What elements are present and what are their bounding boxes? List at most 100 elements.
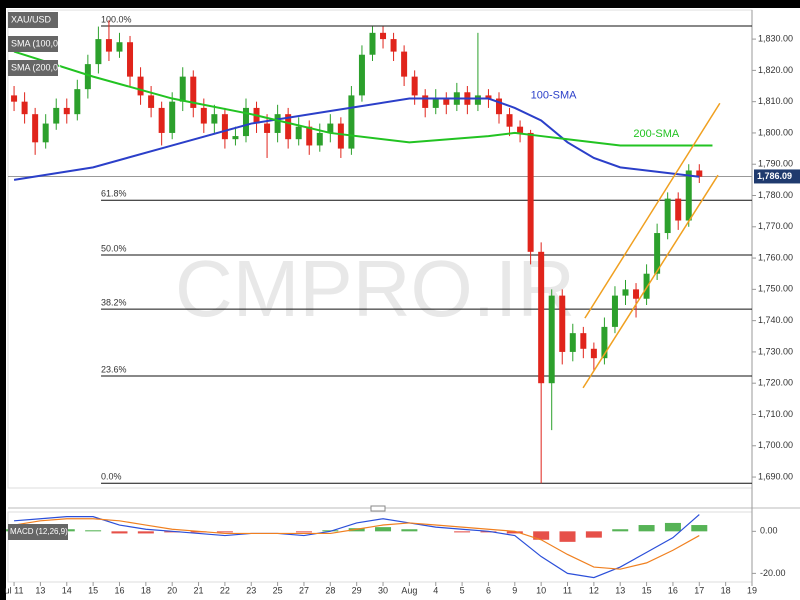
macd-y-tick-label: -20.00	[760, 568, 786, 578]
series-label: SMA (100,0)	[11, 38, 61, 48]
channel-line	[582, 174, 719, 389]
sma-line	[13, 97, 700, 181]
candle-body	[148, 95, 155, 108]
candle-body	[485, 95, 492, 99]
macd-histogram-bar	[506, 531, 523, 534]
candle-body	[200, 107, 207, 124]
y-tick-label: 1,740.00	[758, 315, 793, 325]
candle-body	[538, 251, 545, 384]
macd-histogram-bar	[533, 531, 550, 540]
x-tick-label: 16	[668, 585, 678, 595]
y-tick-label: 1,770.00	[758, 221, 793, 231]
macd-histogram-bar	[664, 522, 681, 532]
candle-body	[411, 76, 418, 96]
label-box	[8, 524, 68, 540]
x-tick-label: 18	[141, 585, 151, 595]
y-tick-label: 1,710.00	[758, 409, 793, 419]
y-tick-label: 1,800.00	[758, 127, 793, 137]
candle-body	[84, 64, 91, 90]
candle-body	[559, 295, 566, 352]
macd-line	[14, 514, 700, 579]
sma-label: 200-SMA	[633, 128, 680, 140]
candle-body	[548, 295, 555, 384]
macd-histogram-bar	[401, 529, 418, 532]
y-tick-label: 1,810.00	[758, 96, 793, 106]
y-tick-label: 1,790.00	[758, 159, 793, 169]
candle-body	[474, 95, 481, 105]
candle-body	[685, 170, 692, 221]
candle-body	[527, 132, 534, 252]
candle-body	[390, 39, 397, 52]
candle-body	[432, 98, 439, 108]
candle-body	[221, 114, 228, 140]
x-tick-label: 9	[512, 585, 517, 595]
x-tick-label: 16	[114, 585, 124, 595]
candle-body	[190, 76, 197, 108]
candle-body	[295, 126, 302, 140]
macd-histogram-bar	[454, 531, 471, 533]
macd-histogram-bar	[111, 531, 128, 534]
macd-histogram-bar	[638, 525, 655, 532]
macd-histogram-bar	[85, 530, 102, 532]
x-tick-label: 15	[642, 585, 652, 595]
candle-body	[42, 123, 49, 143]
candle-body	[590, 348, 597, 359]
macd-histogram-bar	[137, 531, 154, 534]
candle-body	[675, 198, 682, 221]
candle-body	[158, 107, 165, 133]
candle-body	[611, 295, 618, 327]
macd-histogram-bar	[585, 531, 602, 538]
x-tick-label: 4	[433, 585, 438, 595]
level-label: 0.0%	[101, 472, 122, 482]
y-tick-label: 1,690.00	[758, 471, 793, 481]
x-tick-label: 18	[721, 585, 731, 595]
series-label: SMA (200,0)	[11, 62, 61, 72]
candle-body	[327, 123, 334, 133]
candle-body	[401, 51, 408, 77]
x-tick-label: 20	[167, 585, 177, 595]
series-label: XAU/USD	[11, 14, 52, 24]
x-tick-label: 11	[563, 585, 572, 595]
candle-body	[569, 333, 576, 352]
candle-body	[137, 76, 144, 96]
label-box	[8, 60, 58, 76]
x-tick-label: 12	[589, 585, 599, 595]
candle-body	[306, 126, 313, 146]
divider-handle	[370, 505, 386, 512]
x-tick-label: 17	[694, 585, 704, 595]
x-tick-label: 6	[486, 585, 491, 595]
x-tick-label: 14	[62, 585, 72, 595]
macd-histogram-bar	[612, 529, 629, 532]
x-tick-label: 10	[536, 585, 546, 595]
x-tick-label: 19	[747, 585, 757, 595]
candle-body	[495, 98, 502, 115]
candle-body	[232, 136, 239, 140]
candle-body	[95, 39, 102, 65]
x-tick-label: 25	[273, 585, 283, 595]
x-tick-label: 13	[615, 585, 625, 595]
watermark: CMPRO.IR	[175, 244, 575, 333]
candle-body	[21, 101, 28, 115]
background	[6, 8, 800, 600]
candle-body	[179, 76, 186, 102]
candle-body	[74, 89, 81, 115]
y-tick-label: 1,730.00	[758, 346, 793, 356]
x-tick-label: 23	[246, 585, 256, 595]
level-label: 50.0%	[101, 243, 127, 253]
x-tick-label: ul 11	[5, 585, 24, 595]
sma-label: 100-SMA	[531, 89, 578, 101]
candle-body	[443, 98, 450, 105]
label-box	[8, 36, 58, 52]
level-label: 38.2%	[101, 297, 127, 307]
candle-body	[105, 39, 112, 52]
candle-body	[116, 42, 123, 52]
candle-body	[53, 107, 60, 124]
x-tick-label: 13	[35, 585, 45, 595]
candle-body	[358, 54, 365, 96]
y-tick-label: 1,830.00	[758, 33, 793, 43]
candle-body	[664, 198, 671, 234]
label-box	[8, 12, 58, 28]
candle-body	[654, 233, 661, 274]
candle-body	[601, 326, 608, 359]
